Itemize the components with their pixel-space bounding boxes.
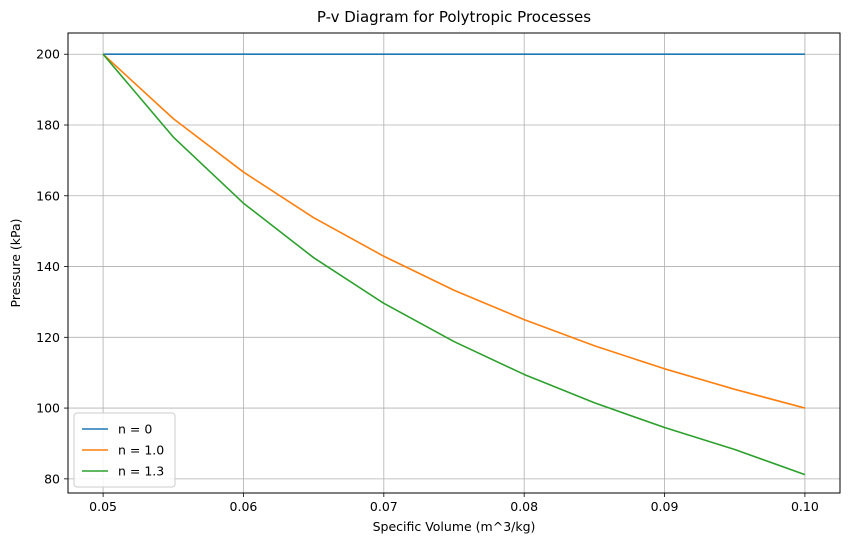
legend-box — [73, 412, 176, 488]
y-tick-label: 120 — [36, 330, 60, 345]
x-tick-label: 0.09 — [651, 499, 679, 514]
series-lines — [102, 53, 806, 476]
series-line-1 — [102, 53, 806, 409]
legend-label: n = 1.3 — [118, 464, 164, 479]
legend: n = 0 n = 1.0 n = 1.3 — [73, 412, 176, 488]
y-tick-label: 160 — [36, 188, 60, 203]
legend-label: n = 1.0 — [118, 443, 164, 458]
y-tick-label: 100 — [36, 401, 60, 416]
chart-title: P-v Diagram for Polytropic Processes — [317, 8, 591, 26]
plot-frame — [67, 32, 841, 494]
legend-label: n = 0 — [118, 422, 152, 437]
x-tick-label: 0.08 — [510, 499, 538, 514]
y-tick-label: 180 — [36, 118, 60, 133]
series-line-2 — [102, 53, 806, 476]
x-axis-label: Specific Volume (m^3/kg) — [373, 519, 536, 534]
x-tick-label: 0.05 — [89, 499, 117, 514]
x-tick-label: 0.10 — [791, 499, 819, 514]
y-tick-label: 140 — [36, 259, 60, 274]
grid-lines — [68, 33, 840, 493]
x-tick-label: 0.06 — [230, 499, 258, 514]
y-tick-label: 200 — [36, 47, 60, 62]
y-tick-label: 80 — [44, 471, 60, 486]
x-tick-label: 0.07 — [370, 499, 398, 514]
y-axis-label: Pressure (kPa) — [8, 219, 23, 308]
axis-ticks: 0.05 0.06 0.07 0.08 0.09 0.10 80 100 120 140 160 18… — [36, 47, 819, 514]
